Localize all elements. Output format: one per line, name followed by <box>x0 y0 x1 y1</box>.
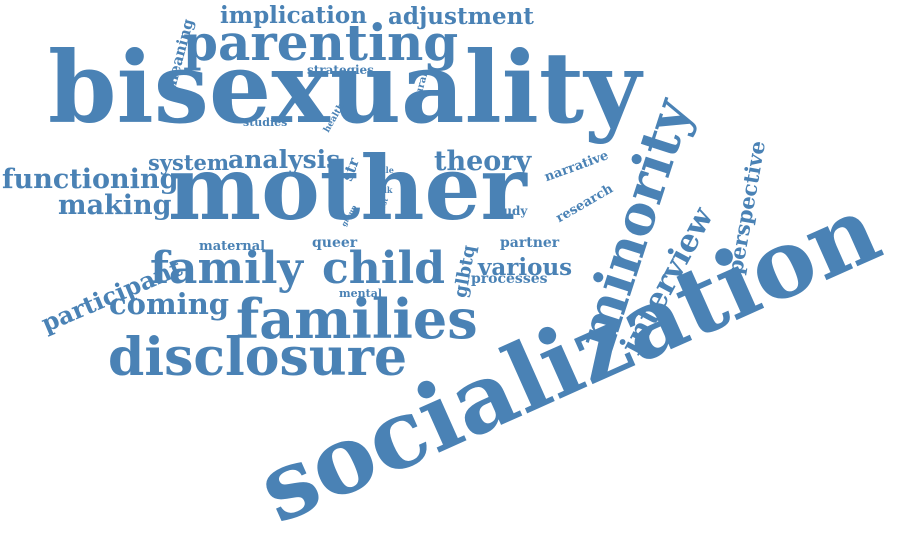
word-bisexuality: bisexuality <box>48 40 641 138</box>
word-study: study <box>491 205 527 217</box>
word-processes: processes <box>471 272 548 286</box>
word-studies: studies <box>243 117 287 128</box>
word-making: making <box>58 192 172 219</box>
word-coming: coming <box>109 290 229 319</box>
word-partner: partner <box>500 236 559 250</box>
word-narrative: narrative <box>543 149 610 184</box>
word-functioning: functioning <box>2 166 178 193</box>
word-child: child <box>322 247 445 291</box>
word-mother: mother <box>168 144 527 232</box>
word-disclosure: disclosure <box>108 332 407 384</box>
word-family: family <box>150 247 303 291</box>
